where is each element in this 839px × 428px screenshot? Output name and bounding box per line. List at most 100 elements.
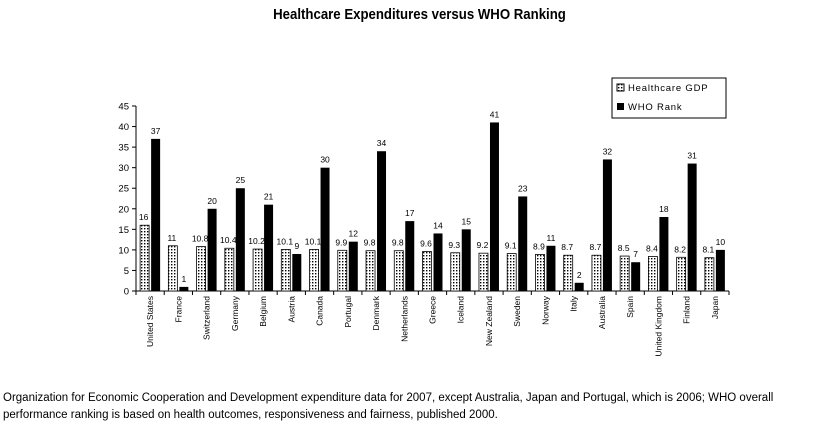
data-label-healthcare-gdp-finland: 8.2 [674,244,686,254]
bar-who-rank-austria [292,254,302,291]
y-tick-label-25: 25 [118,184,129,195]
data-label-who-rank-iceland: 15 [462,216,472,226]
data-label-who-rank-united-kingdom: 18 [659,204,669,214]
bar-who-rank-switzerland [207,208,217,291]
data-label-who-rank-sweden: 23 [518,183,528,193]
y-tick-label-15: 15 [118,225,129,236]
data-label-healthcare-gdp-iceland: 9.3 [448,240,460,250]
bar-healthcare-gdp-united-kingdom [648,256,658,292]
data-label-healthcare-gdp-greece: 9.6 [420,239,432,249]
data-label-healthcare-gdp-new-zealand: 9.2 [477,240,489,250]
x-tick-label-belgium: Belgium [258,296,268,327]
bar-who-rank-finland [687,163,697,291]
legend-swatch-healthcare-gdp [616,83,625,92]
bar-who-rank-belgium [264,204,274,291]
bar-healthcare-gdp-spain [619,255,630,292]
x-tick-label-denmark: Denmark [371,295,381,330]
data-label-healthcare-gdp-japan: 8.1 [702,245,714,255]
y-tick-label-30: 30 [118,163,129,174]
bar-who-rank-france [179,286,189,291]
chart-plot: 0 5 10 15 20 25 30 35 40 45 United States France Swi… [118,77,730,356]
data-label-healthcare-gdp-france: 11 [167,233,176,243]
data-label-healthcare-gdp-austria: 10.1 [277,236,294,246]
bar-who-rank-japan [715,249,725,291]
bar-who-rank-denmark [377,151,387,291]
x-tick-label-portugal: Portugal [343,296,353,328]
bar-healthcare-gdp-new-zealand [478,252,489,292]
y-tick-label-45: 45 [118,102,129,113]
data-label-who-rank-austria: 9 [294,241,299,251]
x-tick-label-italy: Italy [569,295,579,311]
bar-healthcare-gdp-iceland [450,252,461,292]
data-label-healthcare-gdp-united-kingdom: 8.4 [646,243,658,253]
data-label-who-rank-japan: 10 [716,237,726,247]
x-tick-label-norway: Norway [540,295,550,325]
y-tick-label-0: 0 [124,287,129,298]
data-label-who-rank-italy: 2 [577,270,582,280]
data-label-who-rank-netherlands: 17 [405,208,415,218]
bar-healthcare-gdp-greece [422,251,432,292]
data-label-healthcare-gdp-netherlands: 9.8 [392,238,404,248]
legend-swatch-who-rank [617,103,624,110]
data-label-healthcare-gdp-denmark: 9.8 [364,238,376,248]
bar-healthcare-gdp-switzerland [196,246,206,292]
x-tick-label-finland: Finland [682,296,692,324]
x-tick-label-united-states: United States [145,296,155,347]
bar-healthcare-gdp-sweden [506,253,517,292]
x-tick-label-united-kingdom: United Kingdom [653,296,663,356]
bar-healthcare-gdp-japan [704,257,715,292]
data-label-who-rank-norway: 11 [547,233,556,243]
x-tick-label-france: France [173,296,183,323]
y-tick-label-20: 20 [118,204,129,215]
data-label-who-rank-united-states: 37 [151,126,161,136]
data-label-healthcare-gdp-germany: 10.4 [220,235,237,245]
x-tick-label-australia: Australia [597,296,607,329]
bar-who-rank-netherlands [405,221,415,291]
bar-who-rank-norway [546,245,556,291]
bar-healthcare-gdp-finland [676,256,687,292]
bar-healthcare-gdp-austria [280,249,291,292]
bar-healthcare-gdp-australia [591,254,602,292]
data-label-who-rank-greece: 14 [433,220,443,230]
x-tick-label-canada: Canada [315,296,325,326]
legend-label-who-rank: WHO Rank [628,102,682,113]
data-label-healthcare-gdp-italy: 8.7 [561,242,573,252]
bar-healthcare-gdp-portugal [337,249,348,292]
data-label-who-rank-denmark: 34 [377,138,387,148]
data-label-healthcare-gdp-australia: 8.7 [590,242,602,252]
x-tick-label-austria: Austria [286,296,296,323]
bar-who-rank-greece [433,233,443,291]
data-label-healthcare-gdp-portugal: 9.9 [335,237,347,247]
data-label-who-rank-portugal: 12 [349,229,359,239]
y-tick-label-10: 10 [118,245,129,256]
bar-who-rank-portugal [348,241,358,291]
data-label-who-rank-canada: 30 [320,155,330,165]
axes: 0 5 10 15 20 25 30 35 40 45 United States France Swi… [118,102,730,356]
caption: Organization for Economic Cooperation an… [3,392,774,421]
data-label-healthcare-gdp-belgium: 10.2 [248,236,265,246]
x-tick-label-sweden: Sweden [512,296,522,327]
chart-title: Healthcare Expenditures versus WHO Ranki… [273,6,566,23]
y-tick-label-5: 5 [124,266,129,277]
data-label-healthcare-gdp-switzerland: 10.8 [192,234,209,244]
x-tick-label-iceland: Iceland [456,296,466,324]
data-label-who-rank-switzerland: 20 [207,196,217,206]
bar-healthcare-gdp-germany [224,247,235,292]
bar-healthcare-gdp-united-states [139,224,150,292]
bar-who-rank-iceland [461,229,471,291]
data-label-who-rank-finland: 31 [687,151,697,161]
data-label-who-rank-germany: 25 [236,175,246,185]
bar-healthcare-gdp-belgium [252,248,263,292]
data-label-healthcare-gdp-norway: 8.9 [533,241,545,251]
x-tick-label-netherlands: Netherlands [399,296,409,342]
data-label-who-rank-spain: 7 [633,249,638,259]
bar-who-rank-united-states [151,138,161,291]
bar-who-rank-australia [602,159,612,291]
legend: Healthcare GDP WHO Rank [611,77,727,119]
data-label-who-rank-new-zealand: 41 [490,109,500,119]
bar-who-rank-new-zealand [489,122,499,291]
bar-healthcare-gdp-netherlands [393,250,404,292]
bar-who-rank-canada [320,167,330,291]
bar-who-rank-italy [574,282,584,291]
